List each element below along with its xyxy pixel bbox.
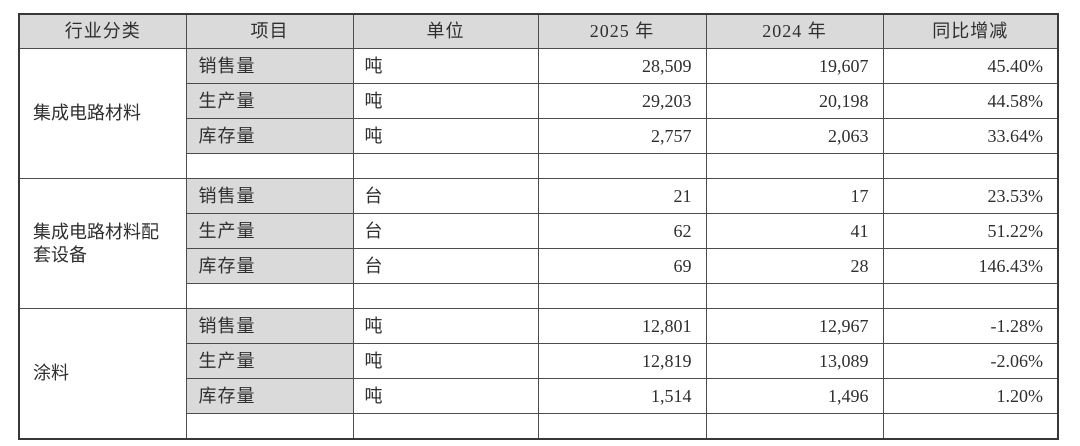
yoy-cell: 23.53% xyxy=(882,178,1059,214)
yoy-cell: 33.64% xyxy=(882,118,1059,154)
item-cell: 销售量 xyxy=(185,48,354,84)
yoy-cell: 1.20% xyxy=(882,378,1059,414)
value-2025-cell: 12,801 xyxy=(537,308,707,344)
table-row: 集成电路材料配套设备 销售量 台 21 17 23.53% xyxy=(18,178,1059,309)
section-coatings: 涂料 销售量 吨 12,801 12,967 -1.28% 生产量 吨 12,8… xyxy=(18,308,1059,440)
value-2025-cell: 28,509 xyxy=(537,48,707,84)
item-cell: 生产量 xyxy=(185,343,354,379)
unit-cell: 台 xyxy=(352,213,539,249)
value-2024-cell: 2,063 xyxy=(705,118,884,154)
table-row: 集成电路材料 销售量 吨 28,509 19,607 45.40% xyxy=(18,48,1059,179)
value-2025-cell: 21 xyxy=(537,178,707,214)
empty-cell xyxy=(537,283,707,309)
category-cell: 集成电路材料 xyxy=(18,48,187,179)
empty-cell xyxy=(705,283,884,309)
unit-cell: 吨 xyxy=(352,83,539,119)
category-cell: 涂料 xyxy=(18,308,187,440)
section-ic-materials: 集成电路材料 销售量 吨 28,509 19,607 45.40% 生产量 吨 … xyxy=(18,48,1059,179)
yoy-cell: 146.43% xyxy=(882,248,1059,284)
unit-cell: 台 xyxy=(352,178,539,214)
empty-cell xyxy=(705,413,884,440)
table-row: 库存量 吨 2,757 2,063 33.64% xyxy=(19,118,1059,154)
item-cell: 销售量 xyxy=(185,178,354,214)
item-cell: 库存量 xyxy=(185,118,354,154)
value-2024-cell: 1,496 xyxy=(705,378,884,414)
column-header-2025: 2025 年 xyxy=(537,13,707,49)
table-row: 生产量 吨 29,203 20,198 44.58% xyxy=(19,83,1059,119)
item-cell: 库存量 xyxy=(185,248,354,284)
column-header-industry: 行业分类 xyxy=(18,13,187,49)
unit-cell: 吨 xyxy=(352,48,539,84)
item-cell: 生产量 xyxy=(185,83,354,119)
unit-cell: 台 xyxy=(352,248,539,284)
empty-cell xyxy=(882,413,1059,440)
table-row: 涂料 销售量 吨 12,801 12,967 -1.28% xyxy=(18,308,1059,440)
item-cell: 库存量 xyxy=(185,378,354,414)
empty-cell xyxy=(185,153,354,179)
table-row: 库存量 吨 1,514 1,496 1.20% xyxy=(19,378,1059,414)
value-2024-cell: 19,607 xyxy=(705,48,884,84)
column-header-yoy: 同比增减 xyxy=(882,13,1059,49)
value-2025-cell: 12,819 xyxy=(537,343,707,379)
empty-cell xyxy=(352,153,539,179)
empty-cell xyxy=(882,153,1059,179)
value-2024-cell: 13,089 xyxy=(705,343,884,379)
unit-cell: 吨 xyxy=(352,378,539,414)
value-2024-cell: 28 xyxy=(705,248,884,284)
table-row: 库存量 台 69 28 146.43% xyxy=(19,248,1059,284)
spacer-row xyxy=(19,413,1059,440)
section-ic-equipment: 集成电路材料配套设备 销售量 台 21 17 23.53% 生产量 台 62 4… xyxy=(18,178,1059,309)
yoy-cell: -1.28% xyxy=(882,308,1059,344)
value-2025-cell: 1,514 xyxy=(537,378,707,414)
item-cell: 生产量 xyxy=(185,213,354,249)
empty-cell xyxy=(352,283,539,309)
table-header-row: 行业分类 项目 单位 2025 年 2024 年 同比增减 xyxy=(18,13,1059,49)
value-2024-cell: 17 xyxy=(705,178,884,214)
yoy-cell: -2.06% xyxy=(882,343,1059,379)
table-row: 生产量 吨 12,819 13,089 -2.06% xyxy=(19,343,1059,379)
yoy-cell: 45.40% xyxy=(882,48,1059,84)
value-2025-cell: 62 xyxy=(537,213,707,249)
item-cell: 销售量 xyxy=(185,308,354,344)
value-2024-cell: 12,967 xyxy=(705,308,884,344)
value-2025-cell: 2,757 xyxy=(537,118,707,154)
empty-cell xyxy=(185,413,354,440)
production-sales-table: 行业分类 项目 单位 2025 年 2024 年 同比增减 集成电路材料 销售量… xyxy=(18,13,1059,440)
yoy-cell: 51.22% xyxy=(882,213,1059,249)
empty-cell xyxy=(352,413,539,440)
value-2024-cell: 20,198 xyxy=(705,83,884,119)
value-2024-cell: 41 xyxy=(705,213,884,249)
empty-cell xyxy=(537,153,707,179)
category-cell: 集成电路材料配套设备 xyxy=(18,178,187,309)
unit-cell: 吨 xyxy=(352,308,539,344)
empty-cell xyxy=(882,283,1059,309)
yoy-cell: 44.58% xyxy=(882,83,1059,119)
empty-cell xyxy=(705,153,884,179)
column-header-unit: 单位 xyxy=(352,13,539,49)
column-header-item: 项目 xyxy=(185,13,354,49)
unit-cell: 吨 xyxy=(352,343,539,379)
empty-cell xyxy=(185,283,354,309)
value-2025-cell: 29,203 xyxy=(537,83,707,119)
value-2025-cell: 69 xyxy=(537,248,707,284)
unit-cell: 吨 xyxy=(352,118,539,154)
column-header-2024: 2024 年 xyxy=(705,13,884,49)
empty-cell xyxy=(537,413,707,440)
